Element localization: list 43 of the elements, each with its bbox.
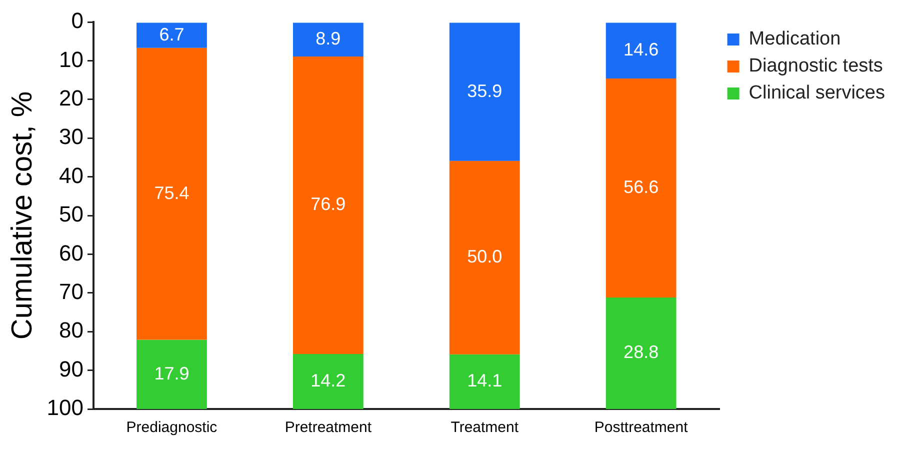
x-tick-label: Posttreatment	[594, 419, 689, 436]
bar	[449, 22, 520, 161]
x-tick-label: Pretreatment	[284, 419, 372, 436]
bar	[292, 354, 364, 409]
bar	[136, 22, 207, 48]
legend-label: Diagnostic tests	[748, 56, 883, 77]
data-label: 50.0	[467, 246, 502, 267]
y-tick-label: 40	[59, 162, 84, 188]
bar	[292, 22, 364, 56]
data-label: 35.9	[467, 80, 502, 101]
bar	[136, 340, 207, 409]
data-label: 56.6	[624, 176, 659, 197]
x-tick-label: Treatment	[450, 419, 520, 436]
data-label: 28.8	[624, 342, 659, 362]
legend-label: Clinical services	[748, 82, 885, 104]
bar	[606, 22, 676, 78]
data-label: 8.9	[316, 28, 341, 49]
y-tick-label: 10	[59, 46, 84, 72]
y-tick-label: 100	[46, 395, 84, 420]
bar	[606, 78, 676, 298]
data-label: 76.9	[310, 194, 346, 214]
data-label: 75.4	[154, 182, 190, 203]
y-tick-label: 80	[59, 318, 84, 343]
y-tick-label: 60	[59, 240, 84, 266]
y-tick-label: 70	[59, 278, 84, 304]
legend-label: Medication	[748, 28, 841, 50]
bar	[449, 160, 520, 354]
bar	[449, 354, 520, 409]
bar	[606, 298, 676, 409]
data-label: 14.2	[310, 370, 346, 390]
x-tick-label: Prediagnostic	[126, 419, 218, 436]
data-label: 17.9	[154, 363, 190, 384]
data-label: 6.7	[159, 24, 184, 44]
bar	[292, 56, 364, 354]
y-tick-label: 20	[59, 85, 84, 110]
bar	[136, 48, 207, 340]
y-tick-label: 90	[59, 356, 84, 382]
y-axis-title: Cumulative cost, %	[6, 91, 38, 340]
y-tick-label: 0	[71, 8, 84, 34]
data-label: 14.1	[467, 370, 502, 391]
y-tick-label: 50	[59, 202, 84, 227]
y-tick-label: 30	[59, 124, 84, 150]
data-label: 14.6	[624, 40, 659, 60]
